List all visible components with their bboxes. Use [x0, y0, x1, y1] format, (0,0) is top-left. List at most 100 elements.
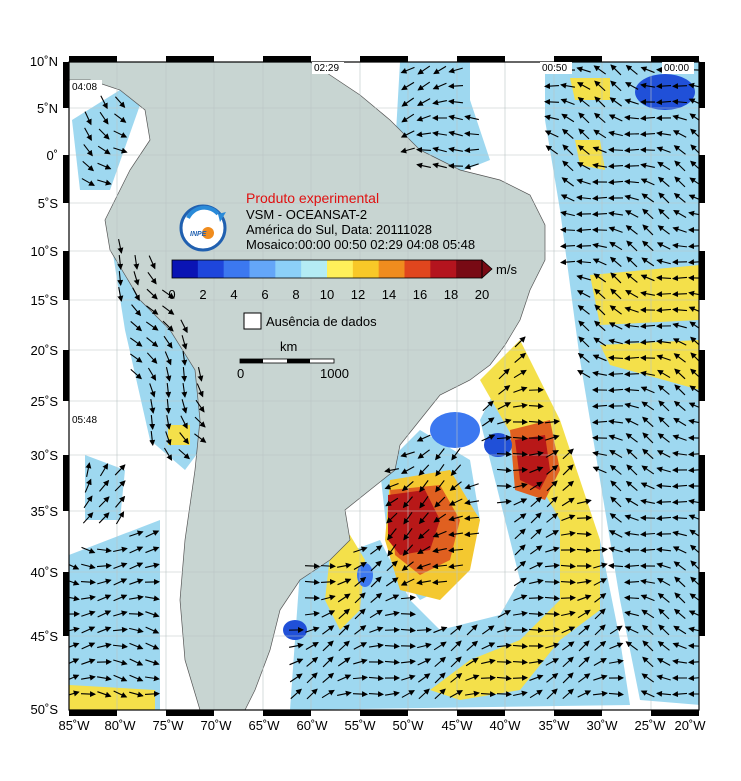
lat-label: 5˚S [38, 196, 59, 211]
wind-arrow [529, 545, 543, 555]
wind-arrow [496, 434, 512, 441]
wind-arrow [400, 147, 415, 154]
wind-arrow [640, 578, 655, 585]
wind-arrow [496, 467, 512, 474]
wind-arrow [144, 690, 160, 697]
wind-arrow [433, 513, 447, 523]
wind-arrow [576, 274, 591, 281]
wind-arrow [673, 353, 686, 363]
wind-arrow [97, 162, 112, 170]
wind-arrow [544, 626, 560, 633]
wind-arrow [400, 594, 416, 601]
wind-arrow [497, 418, 512, 425]
wind-arrow [403, 528, 413, 541]
wind-arrow [640, 323, 656, 330]
wind-arrow [656, 307, 672, 314]
wind-arrow [656, 562, 671, 569]
wind-arrow [672, 114, 687, 121]
wind-arrow [321, 610, 336, 618]
wind-arrow [401, 674, 416, 681]
wind-arrow [418, 528, 430, 540]
wind-arrow [609, 642, 624, 650]
wind-arrow [432, 579, 448, 586]
wind-arrow [512, 435, 528, 442]
region-date-label: América do Sul, Data: 20111028 [246, 222, 432, 237]
wind-arrow [576, 578, 592, 585]
wind-arrow [609, 449, 623, 459]
colorbar-cell [172, 260, 199, 278]
wind-arrow [133, 271, 140, 286]
wind-arrow [81, 546, 96, 554]
wind-arrow [561, 641, 575, 651]
wind-arrow [84, 127, 92, 142]
wind-arrow [578, 320, 590, 332]
wind-arrow [561, 177, 574, 187]
wind-arrow [592, 146, 607, 154]
wind-arrow [608, 387, 624, 394]
wind-arrow [417, 65, 431, 75]
wind-arrow [514, 336, 526, 348]
wind-arrow [419, 480, 429, 493]
wind-arrow [386, 560, 398, 572]
wind-arrow [592, 242, 607, 249]
wind-arrow [657, 161, 671, 171]
wind-arrow [161, 289, 175, 299]
wind-arrow [642, 240, 654, 252]
wind-arrow [656, 482, 672, 489]
wind-arrow [688, 610, 699, 616]
wind-arrow [98, 512, 110, 524]
wind-arrow [673, 417, 687, 427]
wind-arrow [624, 178, 640, 185]
wind-arrow [674, 592, 686, 604]
wind-arrow [337, 593, 351, 603]
wind-arrow [624, 402, 639, 409]
wind-arrow [640, 531, 656, 538]
wind-arrow [688, 82, 699, 89]
time-stamp: 00:00 [664, 63, 689, 74]
wind-arrow [435, 480, 445, 493]
wind-arrow [81, 642, 96, 650]
wind-arrow [100, 95, 108, 110]
wind-arrow [592, 466, 607, 474]
wind-arrow [370, 576, 382, 588]
wind-arrow [640, 690, 655, 698]
wind-arrow [658, 192, 670, 204]
wind-arrow [450, 656, 462, 668]
wind-arrow [561, 497, 575, 507]
wind-arrow [562, 688, 574, 700]
wind-arrow [417, 658, 432, 666]
wind-arrow [672, 291, 688, 298]
wind-arrow [608, 322, 623, 330]
wind-arrow [417, 449, 430, 459]
lon-label: 75˚W [152, 718, 184, 733]
wind-arrow [592, 162, 607, 169]
wind-arrow [672, 98, 688, 105]
wind-arrow [416, 626, 432, 633]
wind-arrow [197, 367, 204, 382]
wind-arrow [97, 179, 112, 186]
wind-arrow [546, 480, 558, 492]
wind-arrow [84, 111, 92, 126]
wind-arrow [82, 160, 95, 172]
wind-arrow [624, 530, 640, 537]
wind-arrow [625, 272, 638, 283]
wind-arrow [449, 481, 462, 491]
lon-label: 40˚W [489, 718, 521, 733]
colorbar-cell [378, 260, 405, 278]
wind-arrow [642, 224, 654, 236]
wind-arrow [577, 690, 592, 698]
wind-arrow [592, 419, 608, 426]
colorbar-cell [404, 260, 431, 278]
wind-arrow [624, 563, 640, 570]
lon-label: 85˚W [58, 718, 90, 733]
wind-arrow [322, 656, 334, 668]
wind-arrow [545, 642, 560, 649]
colorbar-cells [172, 260, 483, 278]
wind-arrow [593, 562, 608, 569]
wind-arrow [688, 418, 699, 425]
lat-label: 20˚S [31, 343, 59, 358]
wind-arrow [594, 593, 607, 603]
wind-arrow [181, 366, 188, 382]
wind-arrow [145, 642, 160, 650]
wind-arrow [289, 642, 304, 649]
